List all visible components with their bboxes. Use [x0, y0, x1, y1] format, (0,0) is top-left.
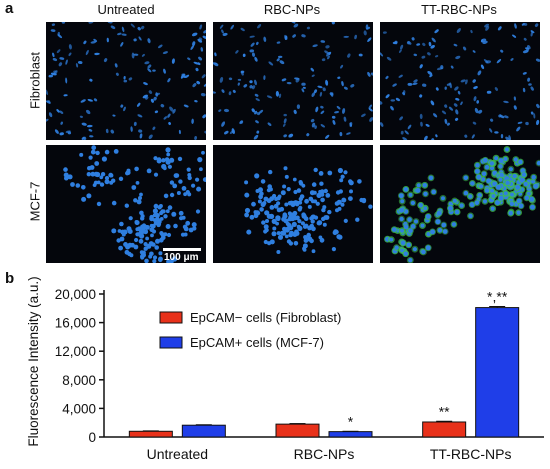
row-label-mcf7: MCF-7	[27, 181, 43, 222]
x-tick-label: RBC-NPs	[294, 446, 355, 462]
legend-label: EpCAM+ cells (MCF-7)	[190, 335, 324, 350]
scale-bar	[163, 248, 201, 251]
bar	[328, 431, 373, 438]
x-tick-label: Untreated	[147, 446, 208, 462]
micrograph-fibroblast-rbc-nps	[213, 22, 373, 140]
bar	[422, 421, 467, 438]
y-tick-label: 12,000	[55, 344, 96, 359]
column-header-rbc-nps: RBC-NPs	[263, 2, 321, 17]
micrograph-mcf7-untreated	[46, 145, 206, 263]
y-tick-label: 8,000	[62, 373, 96, 388]
y-tick-label: 0	[88, 430, 96, 445]
scale-bar-label: 100 μm	[164, 252, 199, 263]
y-tick-label: 20,000	[55, 287, 96, 302]
y-axis-title: Fluorescence Intensity (a.u.)	[26, 276, 41, 446]
panel-a-label: a	[5, 0, 14, 17]
significance-marker: **	[439, 403, 450, 419]
bar	[128, 430, 173, 438]
bar	[181, 424, 226, 438]
x-tick-label: TT-RBC-NPs	[430, 446, 512, 462]
micrograph-fibroblast-untreated	[46, 22, 206, 140]
panel-b-label: b	[5, 270, 15, 287]
significance-marker: *,**	[487, 289, 508, 305]
y-tick-label: 4,000	[62, 401, 96, 416]
micrograph-mcf7-rbc-nps	[213, 145, 373, 263]
legend-swatch	[159, 311, 183, 324]
micrograph-mcf7-tt-rbc-nps	[380, 145, 540, 263]
significance-marker: *	[348, 413, 354, 429]
micrograph-fibroblast-tt-rbc-nps	[380, 22, 540, 140]
y-tick-label: 16,000	[55, 316, 96, 331]
row-label-fibroblast: Fibroblast	[27, 51, 43, 110]
legend-swatch	[159, 336, 183, 349]
column-header-tt-rbc-nps: TT-RBC-NPs	[421, 2, 497, 17]
legend-label: EpCAM− cells (Fibroblast)	[190, 310, 341, 325]
bar	[275, 423, 320, 438]
fluorescence-bar-chart: 0 4,000 8,000 12,000 16,000 20,000 Fluorescenc…	[26, 276, 544, 462]
column-header-untreated: Untreated	[97, 2, 155, 17]
bar	[475, 307, 520, 438]
